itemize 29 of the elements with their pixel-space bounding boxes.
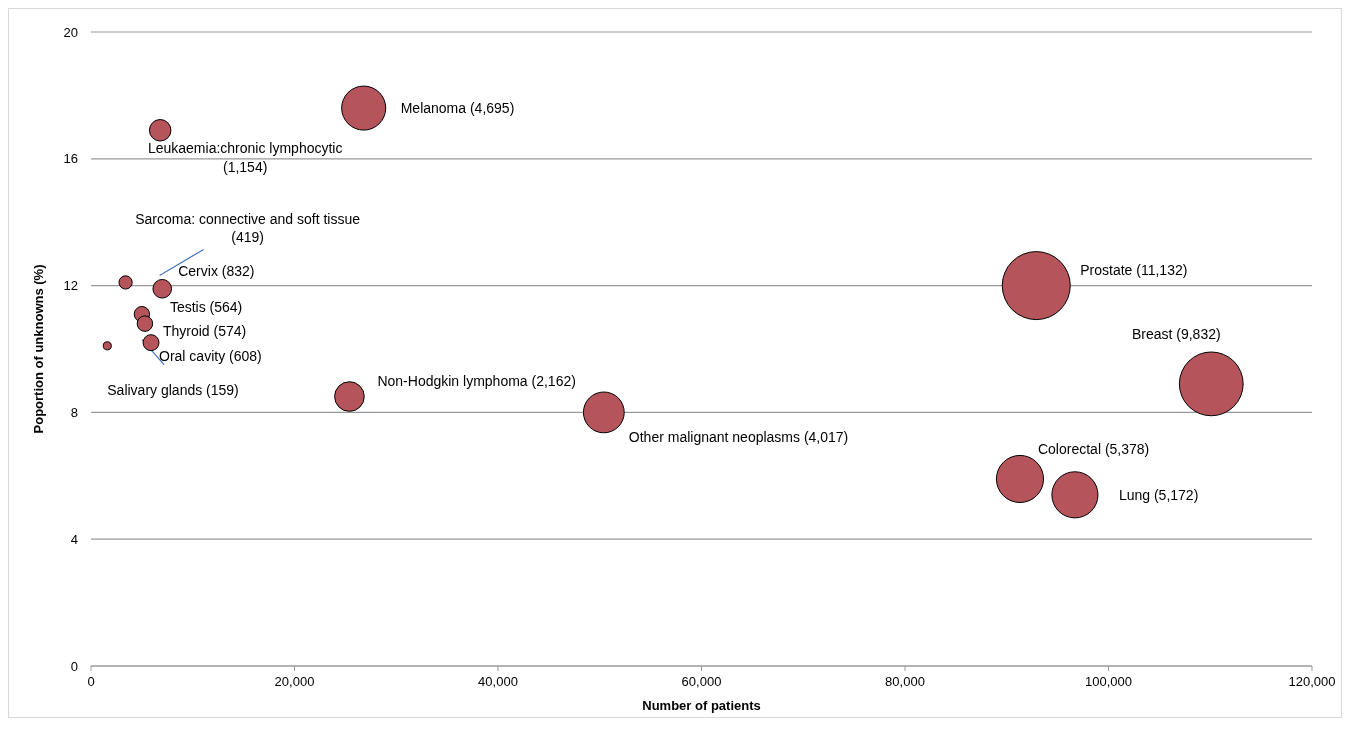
- annotation: Testis (564): [169, 299, 243, 316]
- annotation: Thyroid (574): [162, 322, 247, 339]
- annotation: Leukaemia:chronic lymphocytic (1,154): [147, 140, 343, 175]
- x-axis-title: Number of patients: [642, 698, 761, 713]
- annotation: Salivary glands (159): [107, 381, 239, 398]
- annotation: Non-Hodgkin lymphoma (2,162): [377, 373, 576, 390]
- annotation: Melanoma (4,695): [400, 99, 515, 116]
- x-tick-label: 20,000: [274, 674, 315, 689]
- annotation: Lung (5,172): [1118, 486, 1199, 503]
- y-tick-label: 12: [63, 278, 78, 294]
- annotation: Prostate (11,132): [1080, 261, 1188, 278]
- x-tick-label: 100,000: [1085, 674, 1132, 689]
- y-tick-label: 4: [70, 531, 78, 547]
- y-tick-label: 8: [70, 404, 78, 420]
- x-tick-label: 0: [87, 674, 95, 689]
- x-tick-label: 80,000: [885, 674, 925, 689]
- y-axis-title: Poportion of unknowns (%): [31, 264, 46, 434]
- y-tick-label: 16: [63, 151, 78, 167]
- y-tick-label: 20: [63, 24, 78, 40]
- annotation: Sarcoma: connective and soft tissue (419): [135, 210, 361, 245]
- x-tick-label: 120,000: [1288, 674, 1336, 689]
- annotation: Cervix (832): [178, 262, 255, 279]
- x-tick-label: 40,000: [478, 674, 518, 689]
- annotation: Colorectal (5,378): [1037, 440, 1150, 457]
- annotation: Breast (9,832): [1131, 325, 1221, 342]
- annotation: Oral cavity (608): [159, 347, 262, 364]
- annotation: Other malignant neoplasms (4,017): [628, 429, 849, 446]
- x-tick-label: 60,000: [681, 674, 722, 689]
- y-tick-label: 0: [70, 658, 78, 674]
